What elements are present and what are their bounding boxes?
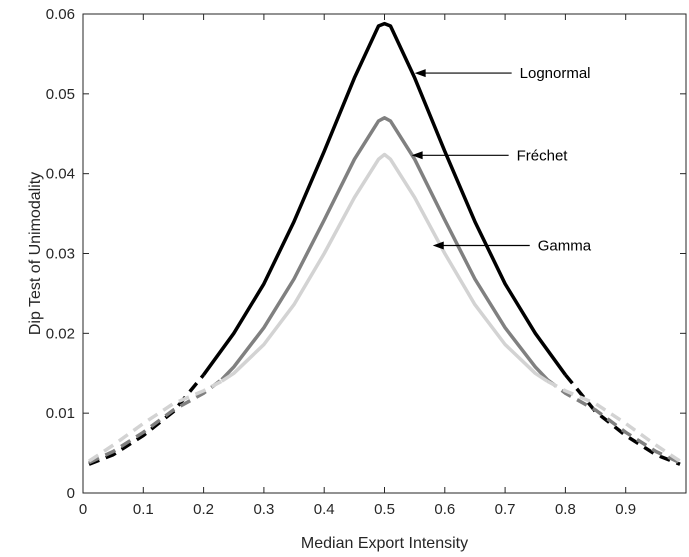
annotation-arrowhead-lognormal: [414, 69, 426, 78]
annotation-arrowhead-gamma: [432, 241, 444, 250]
y-tick-label: 0.04: [46, 166, 75, 183]
chart-curves: [88, 21, 681, 466]
annotation-label-frechet: Fréchet: [517, 147, 569, 164]
x-axis-label: Median Export Intensity: [301, 535, 468, 552]
series-lognormal-line: [202, 21, 567, 376]
axis-ticks: 0 0.1 0.2 0.3 0.4 0.5 0.6 0.7 0.8 0.9 0 0.01 0.02 0.0…: [46, 6, 686, 518]
annotation-arrowhead-frechet: [411, 151, 423, 160]
y-axis-label: Dip Test of Unimodality: [27, 172, 44, 335]
series-lognormal-right-tail: [564, 373, 681, 466]
y-tick-label: 0.02: [46, 325, 75, 342]
x-tick-label: 0.2: [193, 501, 214, 518]
y-tick-label: 0.05: [46, 86, 75, 103]
x-tick-label: 0.3: [253, 501, 274, 518]
series-gamma-right-tail: [546, 379, 681, 463]
series-frechet-line: [220, 116, 549, 381]
x-tick-label: 0.6: [434, 501, 455, 518]
y-tick-label: 0.01: [46, 405, 75, 422]
x-tick-label: 0.9: [615, 501, 636, 518]
annotation-label-gamma: Gamma: [538, 238, 592, 255]
y-tick-label: 0.03: [46, 246, 75, 263]
x-tick-label: 0.5: [374, 501, 395, 518]
y-tick-label: 0: [67, 485, 75, 502]
y-tick-label: 0.06: [46, 6, 75, 23]
series-frechet-left-tail: [88, 378, 223, 465]
series-gamma-left-tail: [88, 379, 223, 463]
x-tick-label: 0.8: [555, 501, 576, 518]
series-gamma-line: [220, 152, 549, 383]
x-tick-label: 0.4: [314, 501, 335, 518]
x-tick-label: 0.7: [495, 501, 516, 518]
plot-area-frame: [82, 13, 687, 494]
annotation-label-lognormal: Lognormal: [520, 65, 591, 82]
curve-annotations: Lognormal Fréchet Gamma: [411, 65, 592, 255]
x-tick-label: 0: [79, 501, 87, 518]
series-frechet-right-tail: [546, 378, 681, 465]
x-tick-label: 0.1: [133, 501, 154, 518]
